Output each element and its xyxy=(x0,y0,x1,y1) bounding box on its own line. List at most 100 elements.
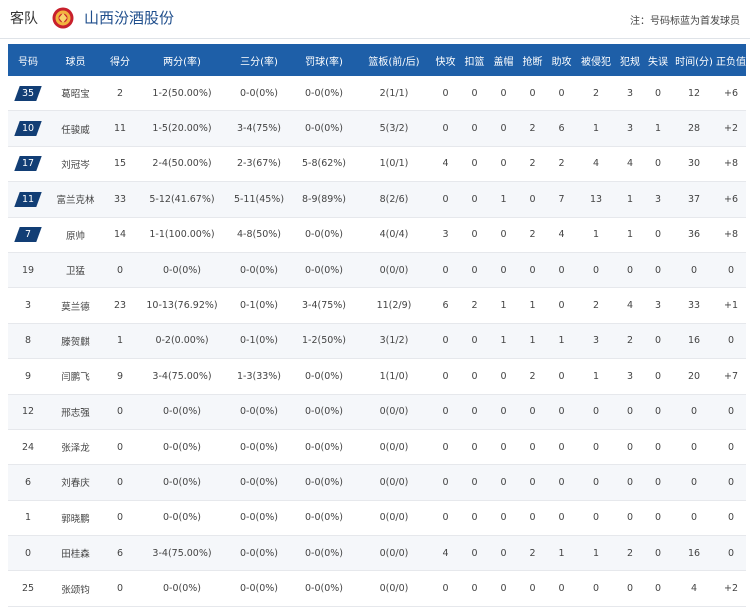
col-block-cell: 0 xyxy=(489,500,518,537)
col-assist-cell: 1 xyxy=(547,323,576,360)
col-steal-cell: 0 xyxy=(518,570,547,607)
col-steal-cell: 0 xyxy=(518,394,547,430)
col-player-cell[interactable]: 郭晓鹏 xyxy=(48,500,103,537)
col-number-cell: 0 xyxy=(8,535,48,572)
col-number-cell: 10 xyxy=(8,110,48,147)
col-dunk-cell: 0 xyxy=(460,323,489,360)
col-dunk-cell: 0 xyxy=(460,181,489,218)
col-player-cell[interactable]: 田桂森 xyxy=(48,535,103,572)
col-number-header: 号码 xyxy=(8,44,48,76)
col-player-cell[interactable]: 张颂钧 xyxy=(48,570,103,607)
col-free-throw-cell: 1-2(50%) xyxy=(291,323,357,360)
col-player-cell[interactable]: 滕贺麒 xyxy=(48,323,103,360)
col-points-cell: 0 xyxy=(103,252,137,289)
col-block-cell: 0 xyxy=(489,464,518,501)
col-fouled-cell: 3 xyxy=(576,323,616,360)
col-dunk-header: 扣篮 xyxy=(460,44,489,76)
table-row: 9 闫鹏飞 9 3-4(75.00%) 1-3(33%) 0-0(0%) 1(1/0) 0 0 0… xyxy=(8,358,746,395)
col-player-cell[interactable]: 任骏威 xyxy=(48,110,103,147)
col-points-cell: 6 xyxy=(103,535,137,572)
col-three-pt-cell: 0-0(0%) xyxy=(227,464,291,501)
col-fast-break-cell: 0 xyxy=(431,323,460,360)
col-rebounds-cell: 1(0/1) xyxy=(357,146,431,183)
bench-number: 25 xyxy=(22,583,34,594)
starter-number-badge: 10 xyxy=(14,121,42,137)
col-dunk-cell: 0 xyxy=(460,217,489,253)
col-foul-cell: 0 xyxy=(616,252,644,289)
col-turnover-cell: 0 xyxy=(644,394,672,430)
col-assist-cell: 1 xyxy=(547,535,576,572)
table-row: 8 滕贺麒 1 0-2(0.00%) 0-1(0%) 1-2(50%) 3(1/2) 0 0 1 1… xyxy=(8,323,746,360)
col-points-cell: 9 xyxy=(103,358,137,395)
col-fouled-cell: 2 xyxy=(576,287,616,324)
col-steal-cell: 0 xyxy=(518,464,547,501)
col-minutes-cell: 36 xyxy=(672,217,716,253)
col-dunk-cell: 0 xyxy=(460,570,489,607)
col-fouled-cell: 0 xyxy=(576,570,616,607)
col-three-pt-cell: 5-11(45%) xyxy=(227,181,291,218)
col-minutes-cell: 0 xyxy=(672,394,716,430)
col-turnover-cell: 0 xyxy=(644,76,672,112)
col-three-pt-cell: 2-3(67%) xyxy=(227,146,291,183)
table-row: 1 郭晓鹏 0 0-0(0%) 0-0(0%) 0-0(0%) 0(0/0) 0 0 0 0 0 0 0 0… xyxy=(8,500,746,537)
col-rebounds-cell: 11(2/9) xyxy=(357,287,431,324)
col-block-cell: 0 xyxy=(489,429,518,466)
table-row: 7 原帅 14 1-1(100.00%) 4-8(50%) 0-0(0%) 4(0/4) 3 0… xyxy=(8,217,746,253)
col-rebounds-cell: 0(0/0) xyxy=(357,252,431,289)
col-two-pt-cell: 1-5(20.00%) xyxy=(137,110,227,147)
jersey-number: 9 xyxy=(24,370,32,382)
col-three-pt-cell: 0-0(0%) xyxy=(227,500,291,537)
jersey-number: 11 xyxy=(21,193,35,205)
col-plus-minus-cell: +8 xyxy=(716,146,746,183)
col-player-cell[interactable]: 富兰克林 xyxy=(48,181,103,218)
jersey-number: 25 xyxy=(21,583,35,595)
col-assist-cell: 0 xyxy=(547,429,576,466)
col-dunk-cell: 0 xyxy=(460,535,489,572)
col-two-pt-cell: 0-0(0%) xyxy=(137,429,227,466)
col-foul-cell: 2 xyxy=(616,535,644,572)
col-three-pt-header: 三分(率) xyxy=(227,44,291,76)
col-turnover-cell: 0 xyxy=(644,146,672,183)
col-fouled-cell: 2 xyxy=(576,76,616,112)
col-player-cell[interactable]: 邢志强 xyxy=(48,394,103,430)
col-fast-break-cell: 0 xyxy=(431,76,460,112)
col-player-cell[interactable]: 刘春庆 xyxy=(48,464,103,501)
col-two-pt-cell: 0-0(0%) xyxy=(137,252,227,289)
col-player-cell[interactable]: 葛昭宝 xyxy=(48,76,103,112)
col-dunk-cell: 0 xyxy=(460,146,489,183)
col-two-pt-header: 两分(率) xyxy=(137,44,227,76)
col-player-cell[interactable]: 原帅 xyxy=(48,217,103,253)
col-dunk-cell: 0 xyxy=(460,500,489,537)
col-turnover-cell: 3 xyxy=(644,287,672,324)
jersey-number: 8 xyxy=(24,335,32,347)
col-player-cell[interactable]: 莫兰德 xyxy=(48,287,103,324)
col-fouled-cell: 13 xyxy=(576,181,616,218)
starter-number-badge: 35 xyxy=(14,85,42,101)
col-minutes-cell: 37 xyxy=(672,181,716,218)
col-two-pt-cell: 0-0(0%) xyxy=(137,500,227,537)
col-fouled-cell: 0 xyxy=(576,500,616,537)
col-plus-minus-cell: +8 xyxy=(716,217,746,253)
col-points-cell: 33 xyxy=(103,181,137,218)
col-free-throw-cell: 0-0(0%) xyxy=(291,535,357,572)
col-block-cell: 0 xyxy=(489,252,518,289)
col-player-cell[interactable]: 张泽龙 xyxy=(48,429,103,466)
team-name[interactable]: 山西汾酒股份 xyxy=(84,9,175,27)
table-row: 17 刘冠岑 15 2-4(50.00%) 2-3(67%) 5-8(62%) 1(0/1)… xyxy=(8,146,746,183)
col-points-cell: 15 xyxy=(103,146,137,183)
col-free-throw-cell: 0-0(0%) xyxy=(291,500,357,537)
col-player-cell[interactable]: 卫猛 xyxy=(48,252,103,289)
col-fast-break-header: 快攻 xyxy=(431,44,460,76)
col-player-cell[interactable]: 刘冠岑 xyxy=(48,146,103,183)
col-plus-minus-cell: 0 xyxy=(716,429,746,466)
col-block-cell: 0 xyxy=(489,146,518,183)
col-player-cell[interactable]: 闫鹏飞 xyxy=(48,358,103,395)
col-fouled-header: 被侵犯 xyxy=(576,44,616,76)
col-foul-cell: 3 xyxy=(616,76,644,112)
col-assist-cell: 4 xyxy=(547,217,576,253)
col-block-cell: 1 xyxy=(489,181,518,218)
jersey-number: 1 xyxy=(24,512,32,524)
jersey-number: 17 xyxy=(21,158,35,170)
col-steal-cell: 2 xyxy=(518,535,547,572)
col-fast-break-cell: 0 xyxy=(431,358,460,395)
